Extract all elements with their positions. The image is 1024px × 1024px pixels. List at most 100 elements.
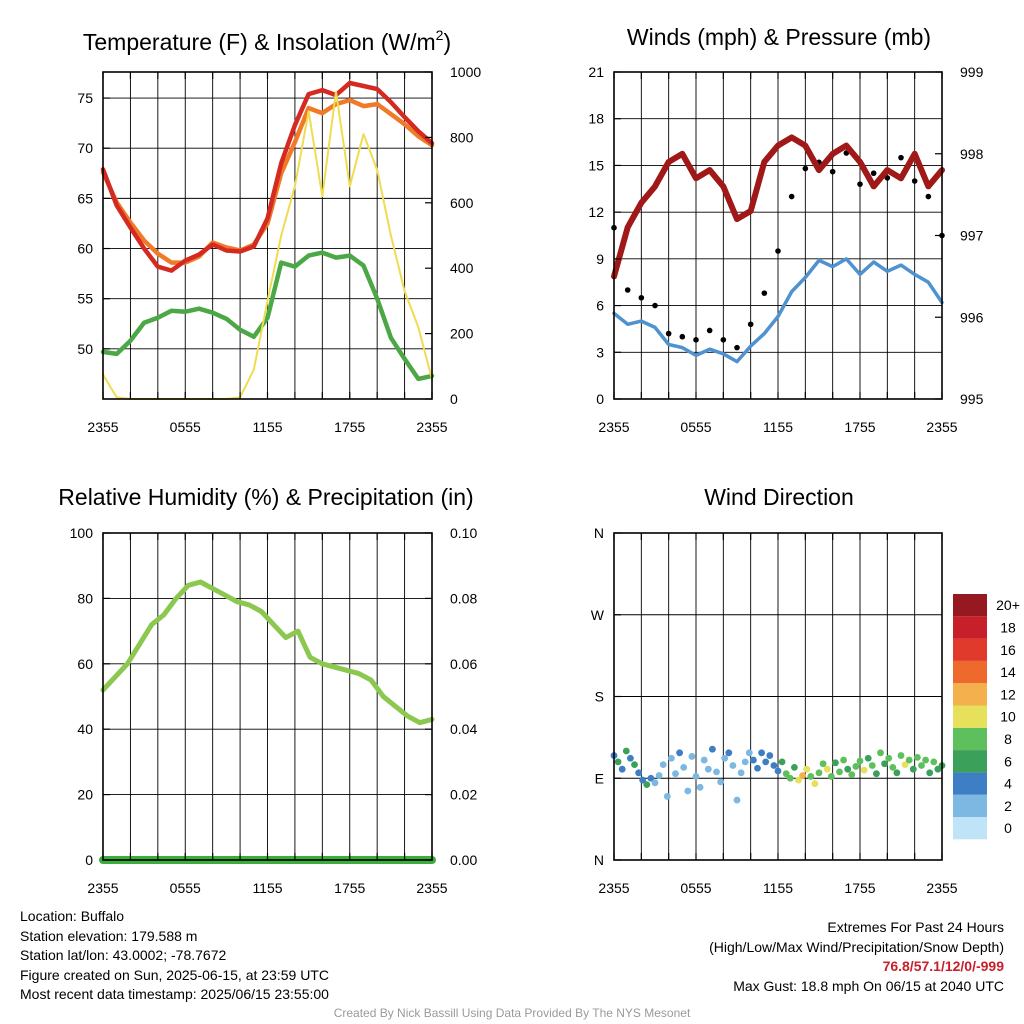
x-tick-label: 1755 (334, 419, 365, 435)
direction-point (618, 765, 626, 773)
direction-point (860, 766, 868, 774)
gust-point (747, 321, 754, 328)
y-tick-label: 0 (596, 391, 604, 407)
direction-point (766, 752, 774, 759)
x-tick-label: 1155 (252, 880, 282, 896)
direction-point (795, 776, 802, 784)
y-tick-label: 40 (77, 721, 93, 737)
y-tick-label-right: 0.04 (450, 721, 477, 737)
y-tick-label-right: 600 (450, 195, 474, 211)
gust-point (802, 165, 809, 172)
legend-label: 2 (1004, 798, 1012, 814)
direction-point (709, 745, 716, 753)
latlon-text: Station lat/lon: 43.0002; -78.7672 (20, 947, 227, 963)
legend-label: 8 (1004, 731, 1012, 747)
gust-point (884, 175, 891, 181)
direction-point (631, 761, 638, 769)
direction-point (762, 758, 770, 766)
direction-point (668, 754, 675, 762)
direction-point (897, 752, 905, 759)
y-tick-label-right: 200 (450, 326, 474, 342)
credit-text: Created By Nick Bassill Using Data Provi… (333, 1006, 691, 1020)
max-gust-text: Max Gust: 18.8 mph On 06/15 at 2040 UTC (733, 977, 1004, 994)
legend-swatch (953, 660, 987, 684)
legend-swatch (953, 616, 987, 639)
x-tick-label: 2355 (416, 419, 447, 435)
direction-point (651, 779, 659, 787)
y-tick-label-right: 998 (960, 146, 984, 162)
direction-point (696, 783, 704, 791)
x-tick-label: 0555 (170, 880, 201, 896)
direction-point (914, 753, 921, 761)
direction-point (663, 793, 671, 800)
station-info: Location: Buffalo Station elevation: 179… (20, 907, 329, 1005)
direction-point (733, 796, 741, 804)
direction-point (889, 763, 897, 771)
direction-point (877, 749, 884, 757)
legend-label: 16 (1000, 642, 1016, 658)
direction-point (676, 749, 683, 757)
series-line (611, 134, 945, 280)
direction-point (684, 787, 692, 795)
direction-point (741, 758, 749, 766)
y-tick-label-right: 0 (450, 391, 458, 407)
direction-point (614, 758, 622, 766)
gust-point (898, 154, 904, 161)
legend-swatch (953, 594, 987, 617)
direction-point (922, 756, 929, 764)
direction-point (782, 770, 790, 778)
y-tick-label-right: 0.02 (450, 787, 477, 803)
y-tick-label-right: 995 (960, 391, 984, 407)
direction-point (885, 754, 893, 762)
x-tick-label: 1755 (334, 880, 365, 896)
gust-point (829, 168, 836, 175)
gust-point (652, 302, 658, 309)
gust-point (761, 290, 768, 296)
direction-point (688, 753, 696, 760)
gust-point (775, 248, 781, 254)
direction-point (864, 754, 872, 762)
direction-point (627, 754, 634, 762)
y-tick-label: 75 (77, 90, 93, 106)
temperature-title: Temperature (F) & Insolation (W/m2) (83, 27, 451, 55)
direction-point (832, 759, 839, 767)
direction-title: Wind Direction (704, 484, 854, 510)
x-tick-label: 2355 (416, 880, 447, 896)
extremes-values: 76.8/57.1/12/0/-999 (882, 958, 1004, 974)
x-tick-label: 2355 (598, 419, 629, 435)
x-tick-label: 1755 (844, 419, 875, 435)
direction-panel: Wind Direction 2355 0555 1155 1755 2355 N E S W N… (591, 484, 1020, 896)
direction-point (873, 770, 880, 778)
direction-point (622, 747, 630, 755)
y-tick-label-right: 0.08 (450, 590, 477, 606)
x-tick-label: 2355 (87, 419, 118, 435)
elevation-text: Station elevation: 179.588 m (20, 927, 198, 944)
y-tick-label: 50 (77, 341, 93, 357)
x-tick-label: 1155 (252, 419, 282, 435)
x-tick-label: 2355 (87, 880, 118, 896)
legend-label: 18 (1000, 619, 1016, 635)
x-tick-label: 0555 (170, 419, 201, 435)
y-tick-label: 70 (77, 140, 93, 156)
direction-point (799, 772, 806, 779)
y-tick-label-right: 0.06 (450, 656, 477, 672)
y-tick-label: 3 (596, 344, 604, 360)
y-tick-label: 60 (77, 656, 93, 672)
x-tick-label: 2355 (598, 880, 629, 896)
gust-point (638, 294, 645, 301)
x-tick-label: 0555 (680, 419, 711, 435)
gust-point (706, 327, 713, 334)
direction-point (639, 776, 647, 784)
direction-point (778, 758, 786, 766)
direction-point (713, 768, 720, 776)
x-tick-label: 2355 (926, 419, 957, 435)
direction-point (700, 756, 708, 764)
y-tick-label: N (594, 852, 604, 868)
direction-point (770, 762, 778, 769)
legend-label: 20+ (996, 597, 1020, 613)
legend-swatch (953, 683, 987, 706)
extremes-info: Extremes For Past 24 Hours (High/Low/Max… (709, 918, 1004, 996)
direction-point (758, 749, 765, 757)
temperature-panel: Temperature (F) & Insolation (W/m2) 2355… (77, 27, 481, 435)
